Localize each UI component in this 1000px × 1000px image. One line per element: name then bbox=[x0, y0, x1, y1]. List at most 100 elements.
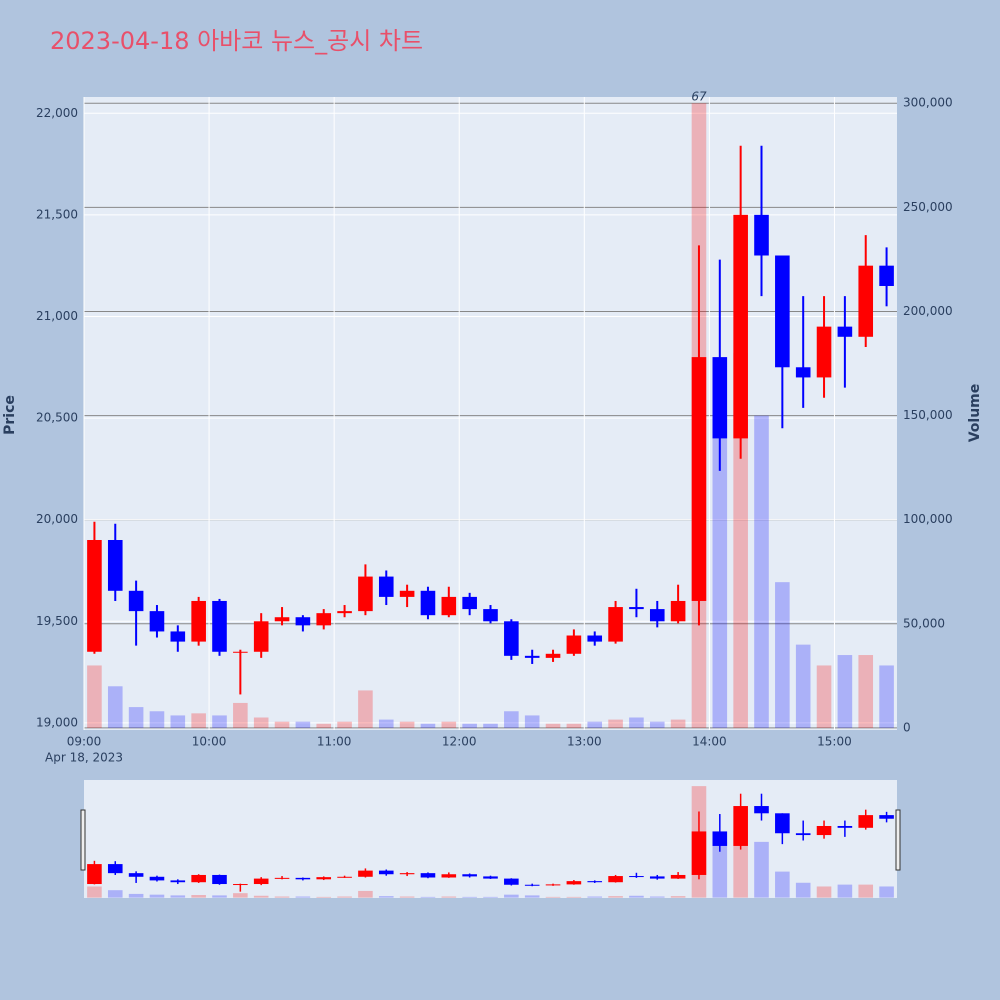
slider-volume-bar bbox=[253, 895, 269, 898]
y-tick-label: 22,000 bbox=[36, 106, 78, 120]
slider-candle-body bbox=[378, 870, 394, 875]
slider-candle-body bbox=[295, 877, 311, 880]
slider-volume-bar bbox=[212, 895, 227, 898]
slider-volume-bar bbox=[524, 895, 540, 898]
slider-candle-body bbox=[649, 876, 665, 879]
candle-body bbox=[107, 539, 123, 591]
volume-bar bbox=[733, 353, 748, 728]
slider-candle-body bbox=[795, 833, 811, 836]
slider-candle-body bbox=[712, 831, 728, 846]
candle-body bbox=[316, 613, 332, 626]
slider-volume-bar bbox=[295, 896, 311, 898]
volume-bar bbox=[87, 665, 102, 728]
candle-body bbox=[587, 635, 603, 642]
candle-body bbox=[649, 609, 665, 622]
volume-bar bbox=[816, 665, 832, 728]
candle-body bbox=[191, 600, 206, 642]
y-tick-label: 19,500 bbox=[36, 614, 78, 628]
volume-bar bbox=[858, 655, 874, 728]
volume-bar bbox=[795, 644, 811, 728]
candle-body bbox=[212, 600, 227, 652]
slider-candle-body bbox=[87, 864, 102, 885]
candle-body bbox=[441, 596, 457, 616]
candle-body bbox=[483, 609, 498, 622]
slider-candle-body bbox=[566, 881, 582, 885]
y2-tick-label: 150,000 bbox=[903, 408, 953, 422]
candle-body bbox=[712, 357, 728, 439]
x-tick-label: 09:00 bbox=[67, 735, 102, 749]
y2-tick-label: 50,000 bbox=[903, 616, 945, 630]
slider-candle-body bbox=[691, 831, 707, 875]
volume-bar bbox=[462, 723, 477, 728]
slider-volume-bar bbox=[608, 896, 623, 898]
y2-tick-label: 0 bbox=[903, 720, 911, 734]
slider-candle-body bbox=[462, 874, 477, 877]
x-tick-label: 10:00 bbox=[192, 735, 227, 749]
volume-bar bbox=[295, 721, 311, 728]
y2-tick-label: 100,000 bbox=[903, 512, 953, 526]
slider-candle-body bbox=[316, 877, 332, 880]
slider-volume-bar bbox=[316, 896, 332, 898]
candle-body bbox=[295, 617, 311, 626]
slider-volume-bar bbox=[545, 896, 561, 898]
y2-axis-title: Volume bbox=[967, 384, 983, 443]
x-tick-label: 11:00 bbox=[317, 735, 352, 749]
volume-bar bbox=[483, 723, 498, 728]
x-tick-label: 13:00 bbox=[567, 735, 602, 749]
x-tick-label: 12:00 bbox=[442, 735, 477, 749]
slider-candle-body bbox=[358, 870, 373, 877]
slider-volume-bar bbox=[754, 841, 769, 898]
candle-body bbox=[420, 590, 436, 616]
slider-candle-body bbox=[524, 884, 540, 886]
x-tick-label: 15:00 bbox=[817, 735, 852, 749]
y-tick-label: 21,500 bbox=[36, 207, 78, 221]
slider-volume-bar bbox=[483, 896, 498, 898]
x-tick-label: 14:00 bbox=[692, 735, 727, 749]
candle-body bbox=[399, 590, 415, 597]
candle-body bbox=[879, 265, 894, 286]
candle-body bbox=[337, 611, 352, 614]
volume-bar bbox=[399, 721, 415, 728]
slider-candle-body bbox=[754, 806, 769, 814]
candle-body bbox=[233, 651, 248, 653]
slider-candle-body bbox=[149, 876, 165, 881]
slider-candle-body bbox=[775, 813, 790, 834]
slider-candle-body bbox=[733, 806, 748, 846]
volume-bar bbox=[712, 415, 728, 728]
y-tick-label: 20,500 bbox=[36, 411, 78, 425]
candle-body bbox=[775, 255, 790, 368]
slider-candle-body bbox=[274, 877, 290, 879]
slider-candle-body bbox=[670, 874, 686, 879]
volume-bar bbox=[524, 715, 540, 728]
candle-body bbox=[274, 617, 290, 622]
candle-body bbox=[691, 357, 707, 601]
volume-bar bbox=[253, 717, 269, 728]
slider-candle-body bbox=[337, 876, 352, 878]
candle-body bbox=[837, 326, 853, 337]
volume-bar bbox=[191, 713, 206, 728]
candle-body bbox=[462, 596, 477, 610]
slider-handle[interactable] bbox=[895, 809, 901, 871]
y-tick-label: 20,000 bbox=[36, 512, 78, 526]
candle-body bbox=[253, 621, 269, 652]
slider-volume-bar bbox=[712, 841, 728, 898]
candle-body bbox=[670, 600, 686, 622]
volume-bar bbox=[170, 715, 186, 728]
y2-tick-label: 200,000 bbox=[903, 304, 953, 318]
slider-volume-bar bbox=[358, 890, 373, 898]
volume-bar bbox=[420, 723, 436, 728]
volume-bar bbox=[629, 717, 644, 728]
slider-volume-bar bbox=[587, 896, 603, 898]
volume-bar bbox=[149, 711, 165, 728]
volume-bar bbox=[358, 690, 373, 728]
slider-candle-body bbox=[816, 825, 832, 836]
slider-handle[interactable] bbox=[80, 809, 86, 871]
slider-volume-bar bbox=[733, 830, 748, 898]
volume-bar bbox=[670, 719, 686, 728]
y2-tick-label: 300,000 bbox=[903, 96, 953, 110]
slider-volume-bar bbox=[816, 886, 832, 898]
slider-volume-bar bbox=[128, 893, 144, 898]
slider-volume-bar bbox=[170, 895, 186, 898]
